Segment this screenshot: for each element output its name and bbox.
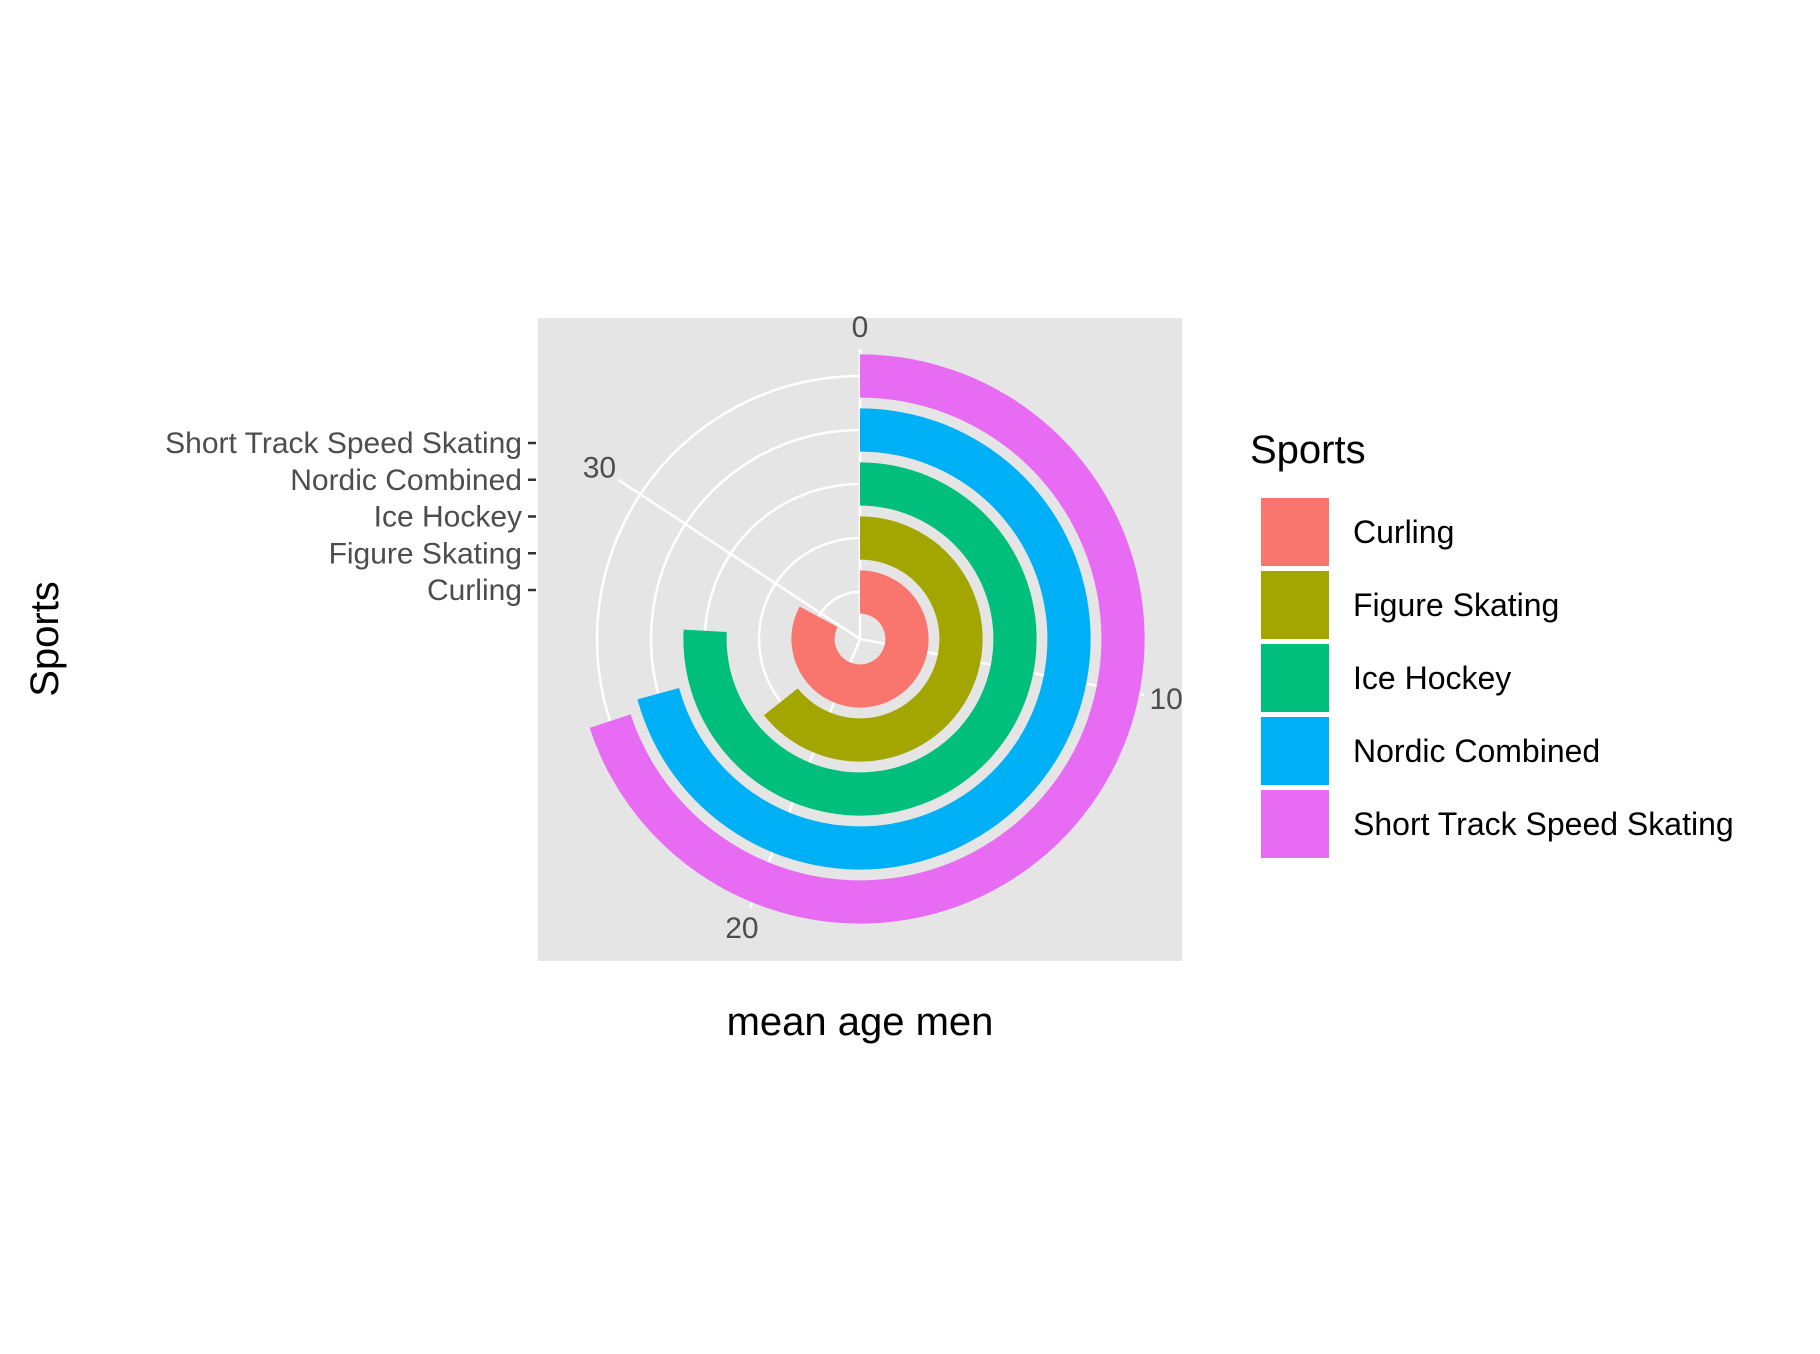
legend-key bbox=[1259, 642, 1331, 714]
bar-layer bbox=[589, 354, 1145, 924]
legend-label: Curling bbox=[1353, 514, 1454, 550]
y-tick-label: Curling bbox=[427, 574, 522, 607]
y-tick-label: Ice Hockey bbox=[374, 501, 522, 534]
y-tick-label: Nordic Combined bbox=[290, 464, 522, 497]
y-tick-label: Figure Skating bbox=[329, 537, 522, 570]
bar-figure-skating bbox=[763, 516, 983, 762]
theta-tick-label: 30 bbox=[583, 451, 616, 484]
y-tick-label: Short Track Speed Skating bbox=[165, 427, 522, 460]
legend-label: Short Track Speed Skating bbox=[1353, 806, 1734, 842]
legend-label: Ice Hockey bbox=[1353, 660, 1511, 696]
y-axis-title: Sports bbox=[23, 581, 67, 697]
legend-label: Nordic Combined bbox=[1353, 733, 1600, 769]
theta-tick-label: 0 bbox=[852, 311, 869, 344]
legend-key bbox=[1259, 496, 1331, 568]
theta-tick-label: 20 bbox=[725, 912, 758, 945]
bar-curling bbox=[791, 570, 929, 708]
theta-tick-label: 10 bbox=[1149, 683, 1182, 716]
legend-key bbox=[1259, 569, 1331, 641]
grid-spoke bbox=[617, 478, 861, 641]
x-axis-title: mean age men bbox=[727, 1000, 994, 1044]
legend-title: Sports bbox=[1250, 428, 1366, 472]
theta-tick-labels: 0 10 20 30 bbox=[583, 311, 1183, 945]
legend-label: Figure Skating bbox=[1353, 587, 1559, 623]
legend-key bbox=[1259, 788, 1331, 860]
legend-key bbox=[1259, 715, 1331, 787]
legend: Sports Curling Figure Skating Ice Hockey No… bbox=[1250, 428, 1734, 860]
